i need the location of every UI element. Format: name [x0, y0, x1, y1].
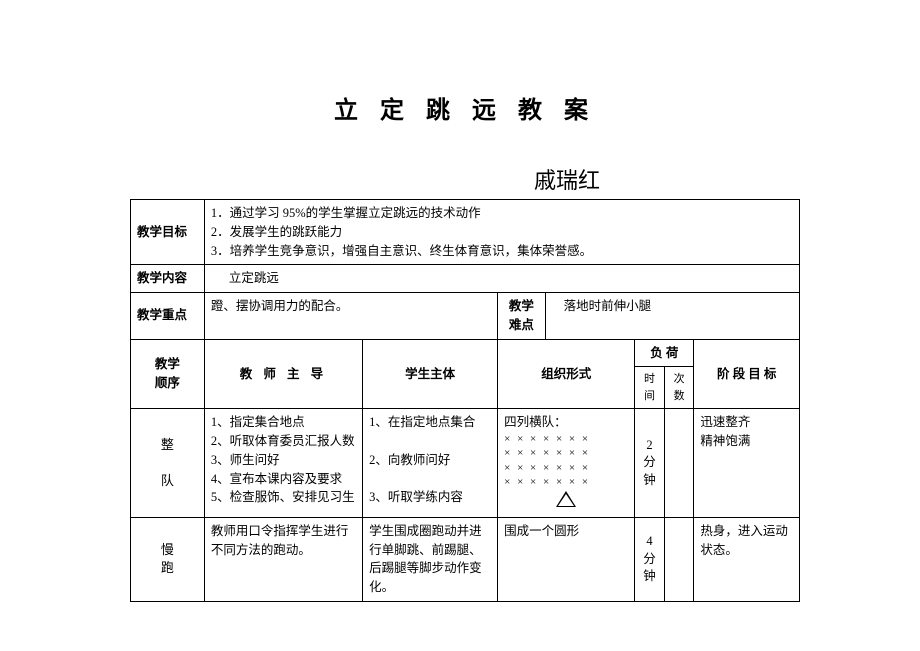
formation-grid: × × × × × × × × × × × × × × × × × × × × … — [504, 432, 628, 489]
teacher-cell: 1、指定集合地点 2、听取体育委员汇报人数 3、师生问好 4、宣布本课内容及要求… — [204, 409, 362, 518]
label-count: 次 数 — [664, 367, 694, 409]
stagegoal-cell: 迅速整齐 精神饱满 — [694, 409, 800, 518]
label-goal: 教学目标 — [131, 200, 205, 265]
count-cell — [664, 409, 694, 518]
label-time: 时 间 — [635, 367, 665, 409]
table-row: 慢 跑 教师用口令指挥学生进行不同方法的跑动。 学生围成圈跑动并进行单脚跳、前踢… — [131, 517, 800, 601]
cell-content: 立定跳远 — [204, 265, 799, 293]
label-stage-goal: 阶 段 目 标 — [694, 339, 800, 409]
label-student-body: 学生主体 — [363, 339, 498, 409]
label-difficulty: 教学难点 — [498, 293, 545, 340]
org-cell: 围成一个圆形 — [498, 517, 635, 601]
count-cell — [664, 517, 694, 601]
label-load: 负 荷 — [635, 339, 694, 367]
time-cell: 2 分 钟 — [635, 409, 665, 518]
org-label: 四列横队： — [504, 415, 567, 429]
stagegoal-cell: 热身，进入运动状态。 — [694, 517, 800, 601]
lesson-plan-table: 教学目标 1．通过学习 95%的学生掌握立定跳远的技术动作 2．发展学生的跳跃能… — [130, 199, 800, 602]
label-content: 教学内容 — [131, 265, 205, 293]
label-teacher-lead: 教 师 主 导 — [204, 339, 362, 409]
cell-goals: 1．通过学习 95%的学生掌握立定跳远的技术动作 2．发展学生的跳跃能力 3．培… — [204, 200, 799, 265]
teacher-cell: 教师用口令指挥学生进行不同方法的跑动。 — [204, 517, 362, 601]
cell-keypoint: 蹬、摆协调用力的配合。 — [204, 293, 497, 340]
label-org-form: 组织形式 — [498, 339, 635, 409]
author-name: 戚瑞红 — [130, 163, 800, 195]
phase-cell: 整 队 — [131, 409, 205, 518]
page-title: 立 定 跳 远 教 案 — [130, 90, 800, 125]
cell-difficulty: 落地时前伸小腿 — [545, 293, 799, 340]
time-cell: 4 分 钟 — [635, 517, 665, 601]
student-cell: 1、在指定地点集合 2、向教师问好 3、听取学练内容 — [363, 409, 498, 518]
triangle-icon — [556, 491, 576, 507]
table-row: 整 队 1、指定集合地点 2、听取体育委员汇报人数 3、师生问好 4、宣布本课内… — [131, 409, 800, 518]
label-keypoint: 教学重点 — [131, 293, 205, 340]
phase-cell: 慢 跑 — [131, 517, 205, 601]
org-cell: 四列横队： × × × × × × × × × × × × × × × × × … — [498, 409, 635, 518]
student-cell: 学生围成圈跑动并进行单脚跳、前踢腿、后踢腿等脚步动作变化。 — [363, 517, 498, 601]
label-sequence: 教学 顺序 — [131, 339, 205, 409]
